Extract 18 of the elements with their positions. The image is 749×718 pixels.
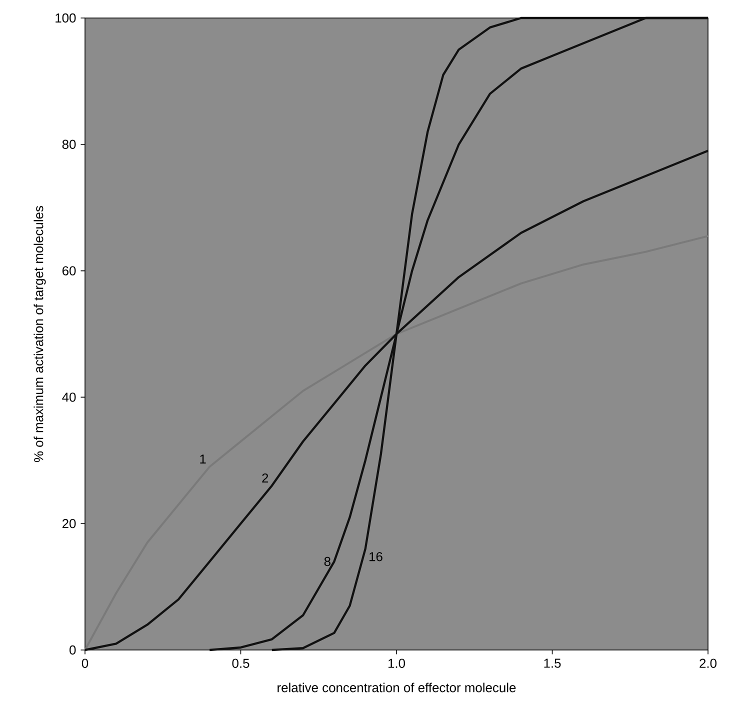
x-tick-label: 1.5 — [544, 658, 561, 668]
y-tick-label: 100 — [56, 13, 76, 23]
x-tick-label: 0.5 — [232, 658, 250, 668]
series-label: 8 — [324, 556, 330, 566]
series-label: 16 — [370, 552, 382, 562]
y-tick-label: 20 — [62, 519, 76, 528]
y-tick-label: 0 — [70, 645, 76, 655]
y-axis-title: % of maximum activation of target molecules — [34, 206, 46, 462]
x-tick-label: 0 — [82, 658, 88, 668]
y-tick-label: 60 — [62, 266, 76, 276]
x-tick-label: 2.0 — [700, 658, 717, 668]
y-tick-label: 80 — [62, 140, 76, 149]
x-axis-title: relative concentration of effector molecule — [278, 682, 516, 692]
series-label: 1 — [200, 454, 206, 464]
series-label: 2 — [262, 473, 268, 482]
line-series — [84, 235, 710, 651]
y-tick-label: 40 — [62, 392, 76, 402]
x-tick-label: 1.0 — [388, 658, 406, 668]
